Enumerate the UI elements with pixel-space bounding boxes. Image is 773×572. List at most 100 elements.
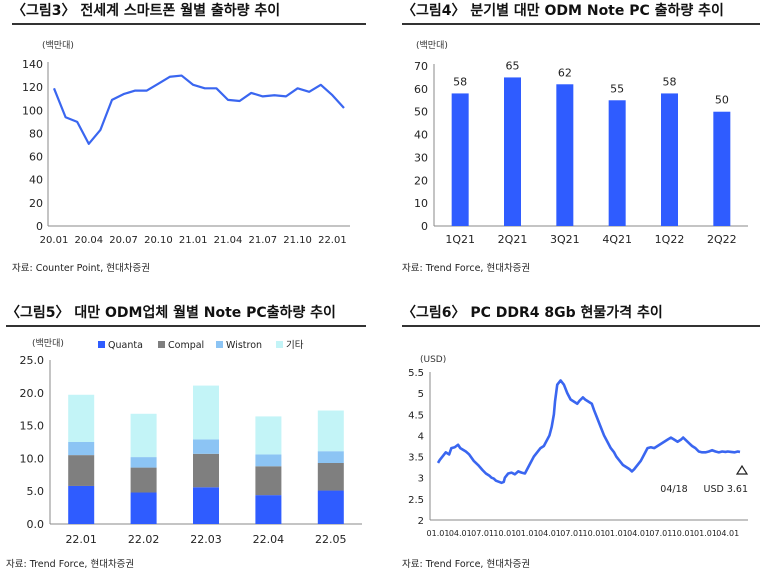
triangle-marker [735, 464, 749, 475]
y-tick-label: 40 [414, 129, 428, 142]
source-note: 자료: Trend Force, 현대차증권 [6, 559, 135, 570]
data-label: 58 [663, 75, 677, 88]
x-tick-label: 22.03 [190, 533, 222, 546]
bar-segment [255, 454, 282, 467]
x-tick-label: 04.01 [449, 529, 472, 538]
x-tick-label: 2Q21 [498, 233, 528, 246]
odm-monthly-stacked-bar-chart: (백만대) 0.0 5.0 10.0 15.0 20.0 25.0 Quanta Compal W… [20, 338, 362, 546]
legend-label: Wistron [226, 340, 262, 351]
y-axis-label: (백만대) [32, 338, 64, 349]
x-tick-label: 01.01 [605, 529, 628, 538]
y-tick-label: 10.0 [20, 452, 45, 465]
data-label: 65 [506, 59, 520, 72]
bar-segment [130, 413, 157, 458]
y-tick-label: 120 [22, 81, 43, 94]
legend-label: Quanta [108, 340, 143, 351]
y-tick-label: 0 [36, 220, 43, 233]
bar-segment [255, 495, 282, 524]
y-tick-label: 4.5 [408, 410, 424, 421]
title-underline [402, 23, 760, 25]
x-tick-label: 20.10 [144, 235, 173, 246]
x-tick-label: 07.01 [560, 529, 583, 538]
panel-title: 〈그림3〉 전세계 스마트폰 월별 출하량 추이 [12, 3, 281, 19]
y-tick-label: 80 [29, 127, 43, 140]
legend-label: 기타 [286, 340, 304, 351]
bar-segment [68, 485, 95, 524]
legend-swatch [276, 341, 283, 348]
legend-label: Compal [168, 340, 204, 351]
panel-title: 〈그림6〉 PC DDR4 8Gb 현물가격 추이 [402, 305, 663, 321]
bar [451, 93, 469, 226]
x-tick-label: 3Q21 [550, 233, 580, 246]
bar [556, 84, 574, 227]
x-tick-label: 4Q21 [602, 233, 632, 246]
title-underline [402, 325, 760, 327]
x-tick-label: 21.07 [248, 235, 277, 246]
y-tick-label: 140 [22, 58, 43, 71]
panel-odm-quarterly: 〈그림4〉 분기별 대만 ODM Note PC 출하량 추이 (백만대) 0 10… [402, 0, 764, 280]
x-tick-label: 01.01 [427, 529, 450, 538]
panel-odm-monthly: 〈그림5〉 대만 ODM업체 월별 Note PC출하량 추이 (백만대) 0.0… [6, 302, 370, 572]
x-tick-label: 20.01 [40, 235, 69, 246]
x-tick-label: 01.01 [694, 529, 717, 538]
x-tick-label: 07.01 [649, 529, 672, 538]
bar-segment [193, 385, 219, 440]
x-tick-label: 20.04 [74, 235, 103, 246]
x-tick-label: 22.01 [318, 235, 347, 246]
y-axis-label: (백만대) [416, 40, 448, 51]
y-tick-label: 5.0 [27, 485, 45, 498]
y-tick-label: 20 [414, 174, 428, 187]
data-label: 55 [610, 82, 624, 95]
x-tick-label: 22.05 [315, 533, 347, 546]
x-tick-label: 04.01 [716, 529, 739, 538]
bar-segment [68, 455, 95, 486]
series-line [436, 379, 741, 485]
x-tick-label: 10.01 [493, 529, 516, 538]
x-tick-label: 22.04 [253, 533, 285, 546]
x-tick-label: 1Q22 [655, 233, 685, 246]
y-tick-label: 10 [414, 197, 428, 210]
legend-swatch [158, 341, 165, 348]
x-tick-label: 21.01 [179, 235, 208, 246]
legend-swatch [98, 341, 105, 348]
y-tick-label: 20.0 [20, 387, 45, 400]
bar-segment [130, 457, 157, 468]
x-tick-label: 21.10 [283, 235, 312, 246]
title-underline [12, 23, 366, 25]
y-tick-label: 20 [29, 197, 43, 210]
dram-price-line-chart: (USD)22.533.544.555.501.01 04.01 07.01 10.0… [408, 355, 749, 538]
annotation-date: 04/18 [660, 484, 687, 495]
bar-segment [130, 492, 157, 524]
y-tick-label: 5 [418, 389, 424, 400]
x-tick-label: 21.04 [214, 235, 243, 246]
y-tick-label: 0.0 [27, 518, 45, 531]
x-tick-label: 04.01 [627, 529, 650, 538]
y-tick-label: 25.0 [20, 354, 45, 367]
source-note: 자료: Trend Force, 현대차증권 [402, 263, 531, 274]
x-tick-label: 10.01 [583, 529, 606, 538]
x-tick-label: 22.02 [128, 533, 160, 546]
y-tick-label: 30 [414, 151, 428, 164]
bar [713, 111, 731, 226]
bar-segment [255, 416, 282, 455]
y-tick-label: 60 [414, 83, 428, 96]
y-tick-label: 100 [22, 104, 43, 117]
bar [661, 93, 678, 226]
data-label: 58 [453, 75, 467, 88]
source-note: 자료: Counter Point, 현대차증권 [12, 263, 151, 274]
bar-segment [317, 410, 344, 452]
odm-quarterly-bar-chart: (백만대) 0 10 20 30 40 50 60 70 58 1Q21 65 2Q21 62 3Q21 55… [414, 40, 748, 246]
panel-smartphone-shipments: 〈그림3〉 전세계 스마트폰 월별 출하량 추이 (백만대) 0 20 40 60 80 1… [12, 0, 370, 280]
y-tick-label: 70 [414, 60, 428, 73]
y-tick-label: 3 [418, 474, 424, 485]
y-tick-label: 5.5 [408, 368, 424, 379]
bar-segment [130, 467, 157, 493]
data-label: 62 [558, 66, 572, 79]
y-tick-label: 50 [414, 106, 428, 119]
y-tick-label: 3.5 [408, 453, 424, 464]
title-underline [6, 325, 366, 327]
bar-segment [68, 442, 95, 456]
smartphone-line-chart: (백만대) 0 20 40 60 80 100 120 140 20.01 20.04 20.07 20… [22, 40, 350, 246]
y-tick-label: 4 [418, 431, 424, 442]
bar-segment [193, 487, 219, 524]
